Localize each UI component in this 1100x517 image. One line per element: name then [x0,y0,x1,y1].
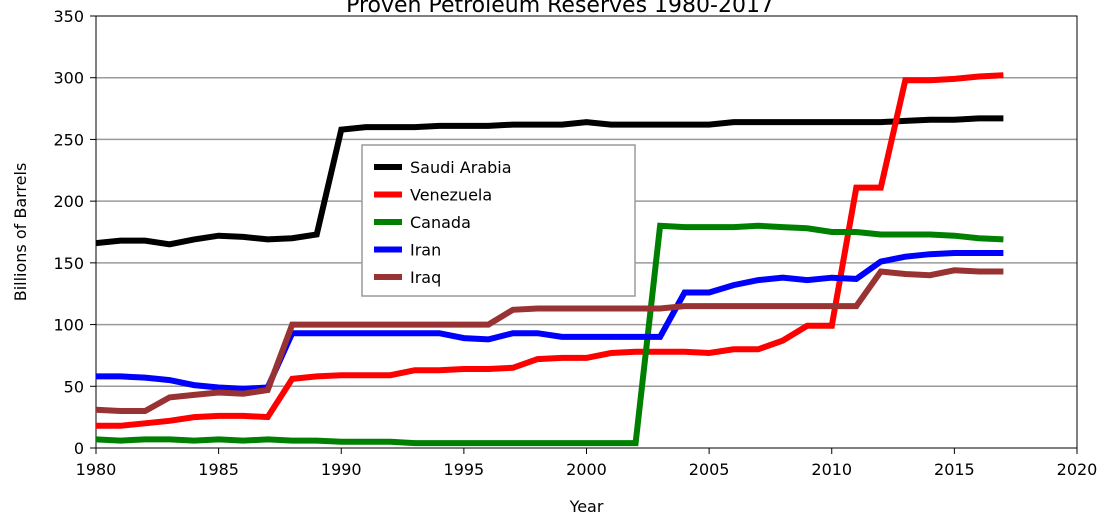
y-tick-label: 100 [53,316,84,335]
x-tick-label: 1980 [76,460,117,479]
x-tick-label: 2000 [566,460,607,479]
y-tick-label: 150 [53,254,84,273]
y-axis-ticks: 0 50 100 150 200 250 300 350 [53,7,96,458]
y-axis-label: Billions of Barrels [11,163,30,302]
y-tick-label: 200 [53,192,84,211]
x-tick-label: 1995 [444,460,485,479]
legend-label: Saudi Arabia [410,158,512,177]
series-line [95,115,1004,248]
legend-box [361,144,636,297]
y-tick-label: 350 [53,7,84,26]
series-venezuela [96,72,1004,429]
series-lines [95,72,1004,447]
legend-label: Iraq [410,268,441,287]
series-saudi-arabia [95,115,1004,248]
y-tick-label: 0 [74,439,84,458]
legend-label: Canada [410,213,471,232]
series-line [95,222,1004,447]
legend-item: Iran [374,241,441,260]
series-canada [95,222,1004,447]
series-iraq [95,267,1004,414]
legend-item: Iraq [374,268,441,287]
y-tick-label: 250 [53,130,84,149]
series-iran [96,250,1004,392]
x-tick-label: 1990 [321,460,362,479]
legend-item: Canada [374,213,471,232]
legend: Saudi Arabia Venezuela Canada Iran Iraq [361,144,636,297]
series-line [96,72,1004,429]
legend-label: Iran [410,241,441,260]
y-tick-label: 50 [64,377,84,396]
x-tick-label: 2010 [811,460,852,479]
legend-label: Venezuela [410,186,492,205]
x-tick-label: 2020 [1057,460,1098,479]
y-tick-label: 300 [53,69,84,88]
x-tick-label: 2005 [689,460,730,479]
legend-item: Saudi Arabia [374,158,512,177]
series-line [96,250,1004,392]
x-tick-label: 2015 [934,460,975,479]
x-axis-ticks: 1980 1985 1990 1995 2000 2005 2010 2015 2020 [76,448,1098,479]
series-line [95,267,1004,414]
legend-item: Venezuela [374,186,492,205]
chart-title: Proven Petroleum Reserves 1980-2017 [346,0,774,18]
x-axis-label: Year [569,497,604,516]
x-tick-label: 1985 [198,460,239,479]
